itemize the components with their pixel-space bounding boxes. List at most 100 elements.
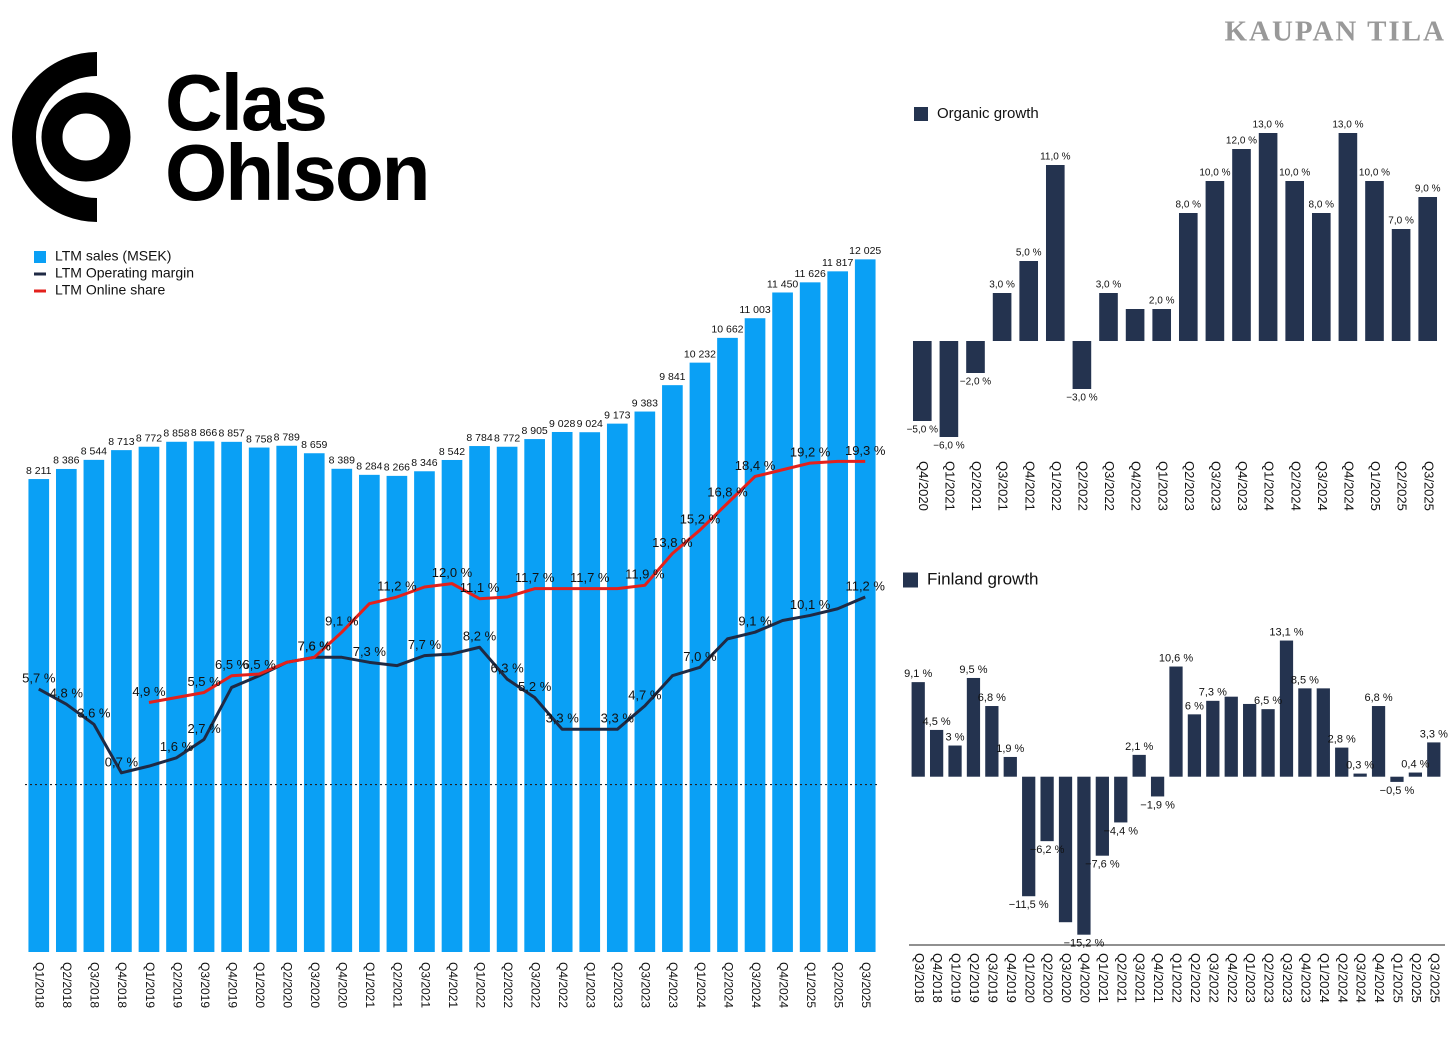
data-label: −7,6 % [1085,859,1120,871]
x-tick-label: Q4/2020 [1077,953,1092,1003]
data-label: 4,5 % [923,716,951,728]
data-label: −4,4 % [1103,825,1138,837]
x-tick-label: Q2/2021 [391,962,405,1008]
data-label: 8 784 [466,432,492,444]
x-tick-label: Q4/2024 [1372,953,1387,1003]
x-tick-label: Q2/2024 [721,962,735,1008]
data-label: −6,0 % [933,441,965,452]
data-label: 8 211 [26,465,52,477]
x-tick-label: Q4/2022 [1129,461,1144,511]
logo: Clas Ohlson [12,52,431,222]
bar [1077,776,1091,935]
data-label: 7,0 % [683,649,717,664]
data-label: 0,4 % [1401,758,1429,770]
data-label: 1,6 % [160,739,194,754]
bar [579,432,601,952]
x-tick-label: Q2/2022 [1188,953,1203,1003]
data-label: −2,0 % [960,377,992,388]
data-label: 6,5 % [1254,695,1282,707]
bar [1114,776,1128,823]
bar [992,293,1012,341]
x-tick-label: Q4/2024 [776,962,790,1008]
x-tick-label: Q3/2020 [308,962,322,1008]
x-tick-label: Q4/2020 [916,461,931,511]
x-tick-label: Q1/2025 [1368,461,1383,511]
data-label: 10 662 [711,324,743,336]
bar [1338,133,1358,341]
data-label: 11 626 [794,268,825,280]
logo-text: Ohlson [165,128,429,217]
data-label: 7,6 % [298,639,332,654]
data-label: 8 284 [356,461,382,473]
data-label: −6,2 % [1030,844,1065,856]
bar [606,423,628,952]
data-label: 8 866 [191,427,217,439]
x-tick-label: Q1/2020 [1022,953,1037,1003]
bar [1169,666,1183,777]
bar [929,729,944,777]
data-label: 2,7 % [187,721,221,736]
data-label: 6,3 % [490,661,524,676]
bar [55,468,77,952]
data-label: 18,4 % [735,458,776,473]
data-label: 8,5 % [1291,674,1319,686]
data-label: 9 173 [604,409,630,421]
data-label: 7,7 % [408,637,442,652]
data-label: 6,8 % [1364,692,1392,704]
x-tick-label: Q4/2021 [1151,953,1166,1003]
bar [1058,776,1073,923]
bar [28,479,50,952]
data-label: 8 266 [384,462,410,474]
x-tick-label: Q1/2021 [1096,953,1111,1003]
bar [1353,773,1367,777]
data-label: 8 542 [439,446,465,458]
bar [1224,696,1238,777]
legend-swatch [914,107,928,121]
bar [359,474,380,952]
data-label: 11,1 % [460,580,500,595]
data-label: 10,6 % [1159,652,1193,664]
x-tick-label: Q1/2024 [1317,953,1332,1003]
data-label: 8 789 [274,432,300,444]
data-label: 8,0 % [1309,200,1335,211]
line [38,595,866,775]
data-label: 4,7 % [628,687,662,702]
x-tick-label: Q2/2020 [1041,953,1056,1003]
data-label: 10 232 [684,348,716,360]
data-label: 0,7 % [105,754,139,769]
data-label: 9 028 [549,418,575,430]
bar [912,341,932,421]
x-tick-label: Q3/2022 [528,962,542,1008]
data-label: 3 % [946,731,965,743]
bar [985,706,999,777]
x-tick-label: Q4/2022 [556,962,570,1008]
legend-swatch [903,572,918,588]
bar [1095,776,1109,856]
x-tick-label: Q1/2023 [1243,953,1258,1003]
data-label: 8,2 % [463,629,497,644]
x-tick-label: Q2/2024 [1288,461,1303,511]
data-label: 8 389 [329,455,355,467]
bar [276,445,298,952]
bar [689,362,711,952]
data-label: 16,8 % [707,485,748,500]
data-label: 5,7 % [22,671,56,686]
x-tick-label: Q4/2019 [225,962,239,1008]
data-label: 12,0 % [432,565,473,580]
data-label: 8 772 [136,433,162,445]
bar [1261,709,1275,777]
legend-label: LTM Online share [55,282,165,298]
x-tick-label: Q3/2021 [996,461,1011,511]
x-tick-label: Q2/2019 [967,953,982,1003]
x-tick-label: Q2/2025 [832,962,846,1008]
x-tick-label: Q3/2019 [985,953,1000,1003]
data-label: 10,0 % [1199,168,1230,179]
bar [414,471,435,952]
x-tick-label: Q4/2020 [336,962,350,1008]
bar [1150,776,1165,797]
x-tick-label: Q4/2018 [930,953,945,1003]
data-label: 3,6 % [77,706,111,721]
bar [1418,197,1438,341]
data-label: 11 450 [767,278,798,290]
x-tick-label: Q3/2022 [1102,461,1117,511]
